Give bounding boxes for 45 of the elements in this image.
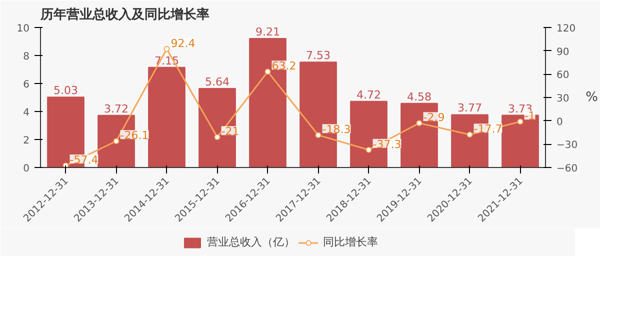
y2-tick-label: −60 (556, 164, 578, 174)
y-tick-label: 0 (23, 164, 30, 174)
y2-tick-label: 30 (556, 94, 570, 104)
data-label: -26.1 (120, 129, 149, 142)
point (164, 46, 170, 52)
data-label: -17.7 (474, 122, 502, 136)
point (416, 120, 422, 126)
point (214, 134, 220, 140)
y-tick-label: 4 (23, 108, 30, 118)
data-label: -21 (221, 125, 240, 138)
data-label: -18.3 (322, 123, 351, 136)
legend-label: 同比增长率 (323, 234, 378, 250)
data-label: -57.4 (70, 153, 98, 166)
y2-tick-label: 0 (556, 116, 563, 128)
point (264, 68, 271, 75)
y-tick-label: 6 (23, 80, 30, 90)
point (315, 132, 322, 138)
data-label: 5.64 (205, 76, 230, 89)
y-tick-label: 2 (23, 136, 30, 146)
data-label: 4.72 (356, 88, 382, 102)
data-label: -2.9 (423, 111, 445, 124)
data-label: 7.53 (306, 49, 331, 62)
y2-tick-label: 60 (556, 70, 570, 82)
y2-tick-label: 90 (556, 46, 570, 58)
y2-tick-label: −30 (556, 140, 578, 152)
data-label: -37.3 (372, 138, 402, 151)
point (466, 132, 473, 138)
data-label: 92.4 (170, 36, 196, 50)
legend-label: 营业总收入（亿） (207, 234, 295, 250)
bar (148, 66, 186, 168)
data-label: -1 (524, 110, 536, 123)
data-label: 5.03 (54, 84, 78, 98)
y2-axis-title: % (586, 90, 598, 105)
y2-tick-label: 120 (556, 24, 576, 34)
y-tick-label: 8 (23, 52, 30, 62)
data-label: 3.77 (458, 102, 482, 115)
data-label: 4.58 (407, 90, 432, 104)
point (366, 146, 372, 153)
point (517, 118, 524, 125)
data-label: 3.72 (104, 102, 129, 116)
data-label: 63.2 (272, 60, 296, 73)
point (113, 138, 120, 144)
data-label: 9.21 (256, 26, 280, 39)
y-tick-label: 10 (16, 24, 30, 34)
chart-title: 历年营业总收入及同比增长率 (40, 6, 210, 22)
